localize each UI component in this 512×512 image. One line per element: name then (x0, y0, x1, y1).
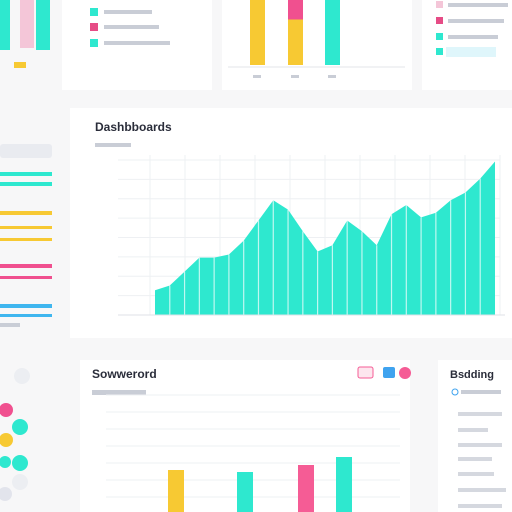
legend-swatch (90, 23, 98, 31)
bar (168, 470, 184, 512)
legend-text (448, 3, 508, 7)
menu-line (0, 276, 52, 279)
menu-line (0, 226, 52, 229)
menu-item[interactable] (0, 144, 52, 158)
list-item[interactable] (461, 390, 501, 394)
menu-line (0, 314, 52, 317)
panel-title: Bsdding (450, 369, 494, 381)
legend-text (104, 10, 152, 14)
list-item[interactable] (458, 488, 506, 492)
bar (36, 0, 50, 50)
legend-text (104, 25, 159, 29)
legend-swatch (436, 1, 443, 8)
dot (12, 419, 28, 435)
legend-text (448, 19, 504, 23)
menu-line (0, 182, 52, 186)
button[interactable] (446, 47, 496, 57)
list-item[interactable] (458, 472, 494, 476)
icon-button[interactable] (357, 366, 374, 379)
list-item[interactable] (458, 412, 502, 416)
list-item[interactable] (458, 443, 502, 447)
dot (12, 474, 28, 490)
legend-swatch (436, 48, 443, 55)
dot (0, 456, 11, 468)
icon-button[interactable] (399, 367, 411, 379)
menu-line (0, 172, 52, 176)
bar (288, 0, 303, 20)
menu-line (0, 323, 20, 327)
bar (20, 0, 34, 48)
legend-swatch (90, 8, 98, 16)
legend-swatch (436, 33, 443, 40)
subtitle (92, 390, 146, 395)
list-item[interactable] (458, 428, 488, 432)
menu-line (0, 211, 52, 215)
tick-label (291, 75, 299, 78)
dot (12, 455, 28, 471)
bar (250, 0, 265, 65)
dot (14, 368, 30, 384)
card (438, 360, 512, 512)
card (422, 0, 512, 90)
legend-text (104, 41, 170, 45)
bar (298, 465, 314, 512)
tick-label (328, 75, 336, 78)
list-item[interactable] (458, 504, 502, 508)
menu-line (0, 304, 52, 308)
bar (336, 457, 352, 512)
bar (325, 0, 340, 65)
tick-label (253, 75, 261, 78)
subtitle (95, 143, 131, 147)
dot (0, 403, 13, 417)
legend-text (448, 35, 498, 39)
list-item[interactable] (458, 457, 492, 461)
panel-title: Dashbboards (95, 120, 172, 134)
area (155, 161, 495, 315)
dot (0, 487, 12, 501)
icon-button[interactable] (383, 367, 395, 378)
legend-swatch (90, 39, 98, 47)
panel-title: Sowwerord (92, 367, 157, 381)
bar (237, 472, 253, 512)
dot (0, 433, 13, 447)
tick (14, 62, 26, 68)
bar (288, 19, 303, 65)
menu-line (0, 238, 52, 241)
menu-line (0, 264, 52, 268)
legend-swatch (436, 17, 443, 24)
bar (0, 0, 10, 50)
list-icon (451, 388, 459, 396)
